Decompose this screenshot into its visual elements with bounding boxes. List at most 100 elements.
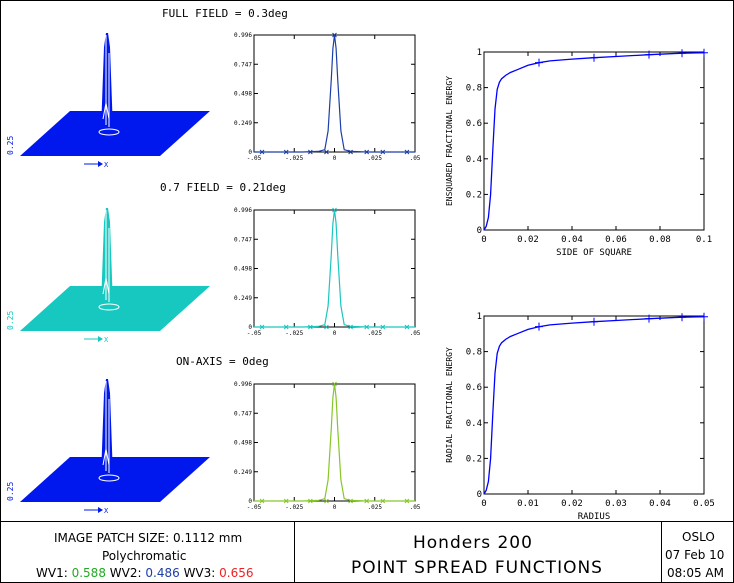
plot-time: 08:05 AM [667,566,724,580]
x-tick-label: -.05 [247,504,262,511]
y-tick-label: 0.2 [466,190,482,200]
data-point-marker [380,498,386,504]
plot-date: 07 Feb 10 [665,548,725,562]
psf-surface-peak-0 [101,33,113,131]
data-point-marker [332,381,337,387]
y-tick-label: 0.2 [466,454,482,464]
data-point-marker [332,32,337,38]
data-point-marker [259,498,265,504]
wavelength-line: WV1: 0.588 WV2: 0.486 WV3: 0.656 [36,566,254,580]
data-point-marker [404,149,410,155]
surface-x-arrowhead-1 [98,336,103,342]
data-point-marker [364,149,370,155]
x-tick-label: 0.06 [605,235,627,245]
psf-surface-plane-1 [20,286,210,331]
x-tick-label: .025 [368,330,383,337]
psf-base-ring-0 [98,128,120,136]
program-name: OSLO [682,530,715,544]
data-point-marker [324,498,329,504]
wv2-label: WV2: [109,566,142,580]
x-tick-label: 0 [333,504,337,511]
surface-x-arrowhead-2 [98,507,103,513]
y-tick-label: 0.996 [234,207,252,214]
y-tick-label: 0.4 [466,419,482,429]
psf-surface-peak-2 [101,379,113,477]
y-tick-label: 0.498 [234,266,252,273]
surface-x-arrowhead-0 [98,161,103,167]
data-point-marker [590,53,598,62]
y-tick-label: 0 [248,498,252,505]
data-point-marker [324,324,329,330]
data-point-marker [307,324,313,330]
psf-peak-mesh-c-1 [102,277,110,295]
x-tick-label: .025 [368,155,383,162]
x-tick-label: 0 [481,235,486,245]
y-tick-label: 0.747 [234,410,252,417]
data-point-marker [307,149,313,155]
y-axis-label: ENSQUARED FRACTIONAL ENERGY [445,76,454,206]
data-point-marker [404,324,410,330]
x-tick-label: -.025 [285,330,303,337]
x-tick-label: -.05 [247,155,262,162]
plot-title: POINT SPREAD FUNCTIONS [351,558,603,578]
data-point-marker [283,149,289,155]
x-tick-label: 0.02 [517,235,539,245]
y-tick-label: 0.249 [234,469,252,476]
chart-psf-full-field: -.05 -.025 0 .025 .05 0 0.249 0.498 0.747 0.996 [234,32,421,162]
surface-x-label-1: X [104,336,109,344]
y-tick-label: 0.498 [234,91,252,98]
surface-z-label-0: 0.25 [6,136,15,155]
wv1-label: WV1: [36,566,68,580]
wv1-value: 0.588 [71,566,106,580]
psf-peak-mesh-c-2 [102,448,110,466]
y-tick-label: 0 [248,149,252,156]
y-tick-label: 0.6 [466,383,482,393]
x-axis-label: RADIUS [578,512,611,522]
data-point-marker [700,312,708,321]
x-tick-label: 0 [481,499,486,509]
y-tick-label: 0.747 [234,236,252,243]
x-tick-label: -.05 [247,330,262,337]
y-tick-label: 0 [477,226,482,236]
y-tick-label: 0 [477,490,482,500]
y-tick-label: 0.498 [234,440,252,447]
data-point-marker [404,498,410,504]
chart-psf-on-axis: -.05 -.025 0 .025 .05 0 0.249 0.498 0.747 0.996 [234,381,421,511]
psf-surface-plane-2 [20,457,210,502]
data-point-marker [283,498,289,504]
data-point-marker [535,58,543,67]
data-point-marker [348,498,353,504]
psf-base-ring-2 [98,474,120,482]
x-tick-label: .05 [410,504,421,511]
data-point-marker [332,207,337,213]
x-tick-label: 0.1 [696,235,712,245]
y-tick-label: 0.6 [466,119,482,129]
y-tick-label: 0.249 [234,120,252,127]
data-point-marker [307,498,313,504]
polychromatic-label: Polychromatic [102,549,187,563]
data-point-marker [259,324,265,330]
data-point-marker [259,149,265,155]
series-line [483,316,705,495]
footer-title-cell [295,521,662,582]
footer-meta-cell [662,521,733,582]
data-point-marker [348,149,353,155]
chart-ensquared-energy: 0 0.02 0.04 0.06 0.08 0.1 0 0.2 0.4 0.6 0.8 1 SIDE O… [445,48,712,258]
y-tick-label: 0.4 [466,155,482,165]
data-point-marker [700,48,708,57]
y-tick-label: 1 [477,312,482,322]
data-point-marker [348,324,353,330]
psf-surface-peak-1 [101,208,113,306]
surface-z-label-2: 0.25 [6,482,15,501]
x-tick-label: -.025 [285,504,303,511]
footer-info-cell [0,521,295,582]
wv3-value: 0.656 [219,566,254,580]
plot-frame [483,51,705,231]
data-point-marker [283,324,289,330]
y-axis-label: RADIAL FRACTIONAL ENERGY [445,347,454,463]
field-title-1: 0.7 FIELD = 0.21deg [160,181,286,194]
y-tick-label: 0.747 [234,61,252,68]
x-tick-label: 0.01 [517,499,539,509]
